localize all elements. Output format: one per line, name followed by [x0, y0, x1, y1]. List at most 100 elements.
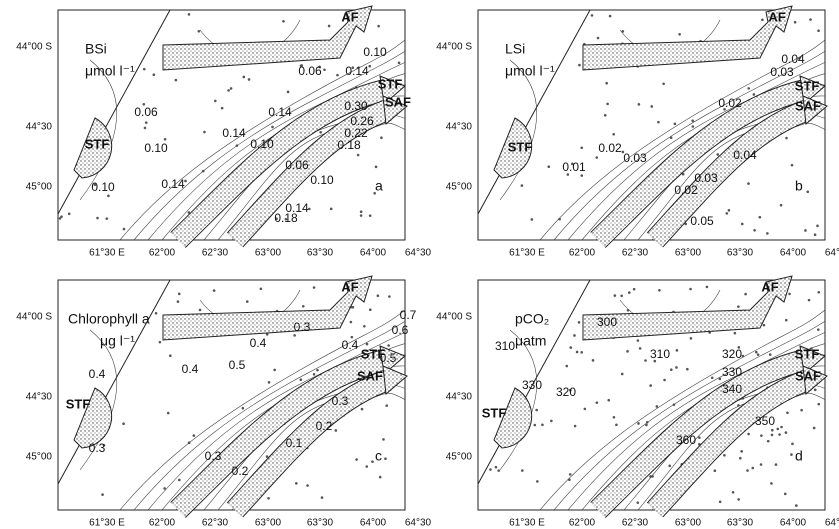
x-tick-label: 64°30 [825, 248, 839, 259]
station [385, 404, 389, 407]
station [214, 99, 217, 103]
station [566, 173, 570, 176]
x-tick-label: 64°00 [360, 518, 387, 529]
contour-line [133, 320, 406, 511]
station [590, 14, 594, 17]
station [571, 162, 574, 166]
front-stf-west [493, 117, 533, 179]
station [497, 469, 501, 472]
coast-edge [477, 9, 591, 215]
contour-label: 0.3 [294, 320, 311, 334]
x-tick-label: 62°00 [149, 518, 176, 529]
station [770, 428, 774, 432]
front-label: STF [795, 78, 820, 93]
station [359, 210, 363, 214]
station [758, 215, 762, 219]
station [626, 350, 629, 353]
x-tick-label: 62°30 [202, 248, 229, 259]
x-tick-label: 62°30 [202, 518, 229, 529]
contour-label: 0.3 [332, 394, 349, 408]
front-stf-west [73, 387, 113, 449]
contour-label: 0.7 [400, 308, 417, 322]
station [580, 174, 584, 177]
map-panel: pCO₂ μatm d AF STF SAF STF 300 310 310 320 330 340 33… [436, 275, 839, 529]
y-tick-label: 44°00 S [436, 312, 472, 323]
station [800, 408, 803, 412]
contour-label: 0.14 [161, 177, 185, 191]
station [770, 433, 774, 437]
front-label: STF [85, 136, 110, 151]
station [713, 469, 717, 473]
station [658, 288, 661, 292]
contour-line [553, 50, 826, 241]
contour-label: 0.22 [344, 126, 368, 140]
station [374, 165, 378, 169]
station [817, 29, 820, 33]
station [776, 427, 780, 431]
station [812, 426, 816, 430]
station [766, 232, 769, 235]
front-label: STF [66, 396, 91, 411]
station [122, 227, 126, 231]
station [791, 442, 794, 446]
front-stf-west [73, 117, 113, 179]
station [569, 346, 573, 349]
station [807, 298, 811, 302]
station [307, 207, 311, 211]
contour-label: 0.18 [337, 138, 361, 152]
station [790, 163, 794, 167]
y-tick-label: 44°00 S [16, 42, 52, 53]
station [312, 286, 316, 289]
station [541, 423, 544, 427]
map-title: LSi [505, 41, 525, 57]
station [176, 300, 180, 303]
contour-label: 0.3 [205, 449, 222, 463]
station [681, 172, 685, 176]
station [351, 66, 355, 70]
station [627, 291, 631, 294]
station [733, 331, 737, 335]
station [329, 207, 333, 211]
station [550, 419, 553, 423]
station [154, 311, 158, 315]
contour-label: 330 [522, 378, 542, 392]
y-tick-label: 45°00 [446, 452, 473, 463]
station [197, 29, 201, 33]
station [575, 350, 579, 354]
station [761, 18, 764, 22]
front-label: SAF [357, 368, 383, 383]
front-arrow [802, 95, 828, 125]
station [756, 353, 760, 356]
front-af [582, 275, 793, 341]
station [536, 480, 539, 483]
station [320, 496, 324, 499]
station [152, 73, 156, 77]
station [187, 13, 191, 16]
station [615, 423, 618, 427]
station [212, 289, 216, 292]
station [793, 20, 797, 24]
y-tick-label: 45°00 [26, 452, 53, 463]
front-label: STF [361, 346, 386, 361]
contour-label: 340 [722, 382, 742, 396]
station [740, 222, 744, 226]
station [768, 353, 772, 356]
contour-label: 330 [722, 365, 742, 379]
station [573, 334, 576, 337]
station [220, 106, 224, 110]
station [229, 87, 233, 90]
contour-label: 360 [676, 433, 696, 447]
station [779, 203, 783, 207]
x-tick-label: 63°00 [255, 248, 282, 259]
y-tick-label: 44°30 [26, 122, 53, 133]
contour-label: 0.5 [380, 351, 397, 365]
front-arrow [382, 95, 408, 125]
station [668, 464, 672, 468]
front-saf [647, 370, 812, 517]
map-frame [57, 279, 406, 511]
contour-label: 0.4 [250, 336, 267, 350]
station [306, 484, 309, 487]
station [275, 217, 278, 221]
station [621, 30, 625, 33]
